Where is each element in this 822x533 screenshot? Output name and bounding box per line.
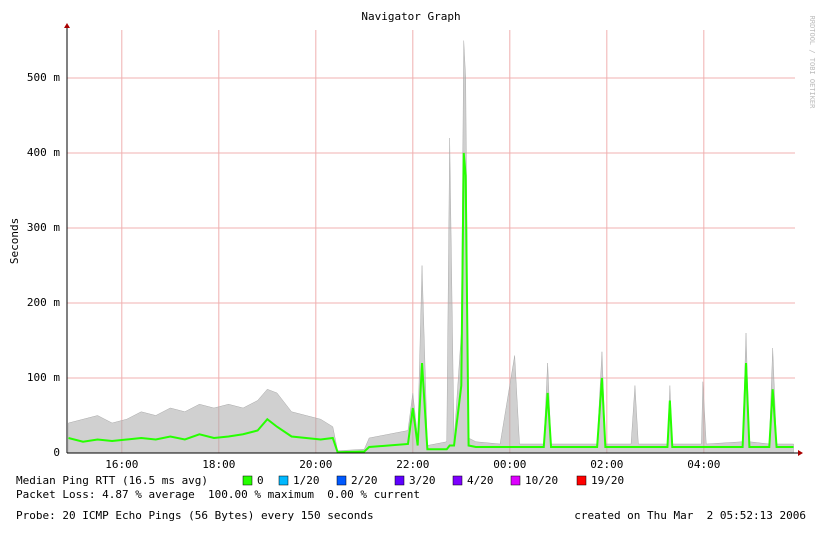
y-tick-label: 0 [53, 446, 60, 459]
x-tick-label: 04:00 [687, 458, 720, 471]
legend-swatch [576, 475, 587, 486]
legend-label: 4/20 [467, 474, 494, 487]
legend-swatch [394, 475, 405, 486]
x-tick-label: 00:00 [493, 458, 526, 471]
legend-swatch [336, 475, 347, 486]
y-tick-label: 300 m [27, 221, 60, 234]
x-axis-arrow [798, 450, 803, 456]
x-tick-label: 22:00 [396, 458, 429, 471]
median-line [68, 152, 794, 454]
y-axis-arrow [64, 23, 70, 28]
legend-title: Median Ping RTT (16.5 ms avg) [16, 474, 208, 487]
chart-title: Navigator Graph [361, 10, 460, 23]
x-tick-label: 20:00 [299, 458, 332, 471]
x-tick-label: 16:00 [105, 458, 138, 471]
legend-label: 0 [257, 474, 264, 487]
probe-info: Probe: 20 ICMP Echo Pings (56 Bytes) eve… [16, 509, 374, 522]
legend-swatch [278, 475, 289, 486]
legend-label: 2/20 [351, 474, 378, 487]
created-date: created on Thu Mar 2 05:52:13 2006 [574, 509, 806, 522]
x-tick-label: 18:00 [202, 458, 235, 471]
plot-area [67, 30, 795, 453]
y-tick-label: 400 m [27, 146, 60, 159]
legend-label: 1/20 [293, 474, 320, 487]
x-tick-label: 02:00 [590, 458, 623, 471]
legend-swatch [510, 475, 521, 486]
y-axis-label: Seconds [8, 218, 21, 264]
legend-label: 19/20 [591, 474, 624, 487]
y-tick-label: 100 m [27, 371, 60, 384]
legend-label: 10/20 [525, 474, 558, 487]
y-tick-label: 500 m [27, 71, 60, 84]
y-tick-label: 200 m [27, 296, 60, 309]
legend-swatch [452, 475, 463, 486]
watermark: RRDTOOL / TOBI OETIKER [808, 16, 816, 110]
legend-swatch [242, 475, 253, 486]
packet-loss: Packet Loss: 4.87 % average 100.00 % max… [16, 488, 420, 501]
legend-label: 3/20 [409, 474, 436, 487]
